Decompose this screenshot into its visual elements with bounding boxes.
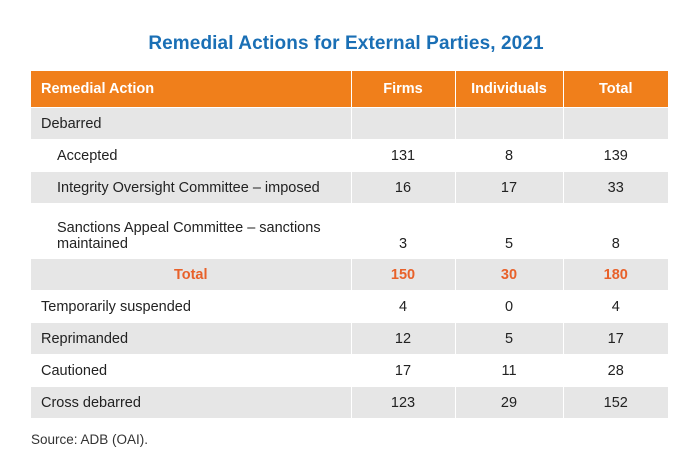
row-label: Cross debarred (31, 386, 352, 419)
cell-individuals: 8 (455, 139, 564, 172)
cell-firms: 16 (351, 171, 456, 204)
table-row: Accepted 131 8 139 (31, 139, 668, 172)
header-individuals: Individuals (455, 71, 564, 108)
row-label: Integrity Oversight Committee – imposed (31, 171, 352, 204)
table-row: Sanctions Appeal Committee – sanctions m… (31, 203, 668, 259)
row-label: Total (31, 258, 352, 291)
cell-total: 8 (563, 203, 668, 259)
cell-individuals: 5 (455, 322, 564, 355)
cell-individuals (455, 107, 564, 140)
header-row: Remedial Action Firms Individuals Total (31, 71, 668, 108)
source-note: Source: ADB (OAI). (31, 432, 149, 447)
table-row: Cautioned 17 11 28 (31, 354, 668, 387)
cell-total: 139 (563, 139, 668, 172)
cell-firms: 150 (351, 258, 456, 291)
row-label: Debarred (31, 107, 352, 140)
cell-total (563, 107, 668, 140)
cell-total: 4 (563, 290, 668, 323)
cell-individuals: 29 (455, 386, 564, 419)
header-remedial-action: Remedial Action (31, 71, 352, 108)
row-label: Temporarily suspended (31, 290, 352, 323)
table-row: Temporarily suspended 4 0 4 (31, 290, 668, 323)
cell-firms: 17 (351, 354, 456, 387)
row-label: Reprimanded (31, 322, 352, 355)
cell-individuals: 11 (455, 354, 564, 387)
table-row: Integrity Oversight Committee – imposed … (31, 171, 668, 204)
cell-total: 180 (563, 258, 668, 291)
table-row: Cross debarred 123 29 152 (31, 386, 668, 419)
cell-firms: 3 (351, 203, 456, 259)
cell-individuals: 5 (455, 203, 564, 259)
header-total: Total (563, 71, 668, 108)
cell-firms: 12 (351, 322, 456, 355)
cell-firms: 123 (351, 386, 456, 419)
cell-individuals: 0 (455, 290, 564, 323)
cell-individuals: 17 (455, 171, 564, 204)
cell-firms: 131 (351, 139, 456, 172)
cell-total: 33 (563, 171, 668, 204)
row-label: Accepted (31, 139, 352, 172)
cell-total: 28 (563, 354, 668, 387)
remedial-actions-table: Remedial Action Firms Individuals Total … (31, 71, 668, 419)
table-row: Reprimanded 12 5 17 (31, 322, 668, 355)
row-label: Sanctions Appeal Committee – sanctions m… (31, 203, 352, 259)
cell-total: 17 (563, 322, 668, 355)
cell-firms (351, 107, 456, 140)
cell-individuals: 30 (455, 258, 564, 291)
row-label: Cautioned (31, 354, 352, 387)
table-row: Debarred (31, 107, 668, 140)
cell-firms: 4 (351, 290, 456, 323)
total-row: Total 150 30 180 (31, 258, 668, 291)
table-title: Remedial Actions for External Parties, 2… (148, 33, 544, 54)
header-firms: Firms (351, 71, 456, 108)
cell-total: 152 (563, 386, 668, 419)
